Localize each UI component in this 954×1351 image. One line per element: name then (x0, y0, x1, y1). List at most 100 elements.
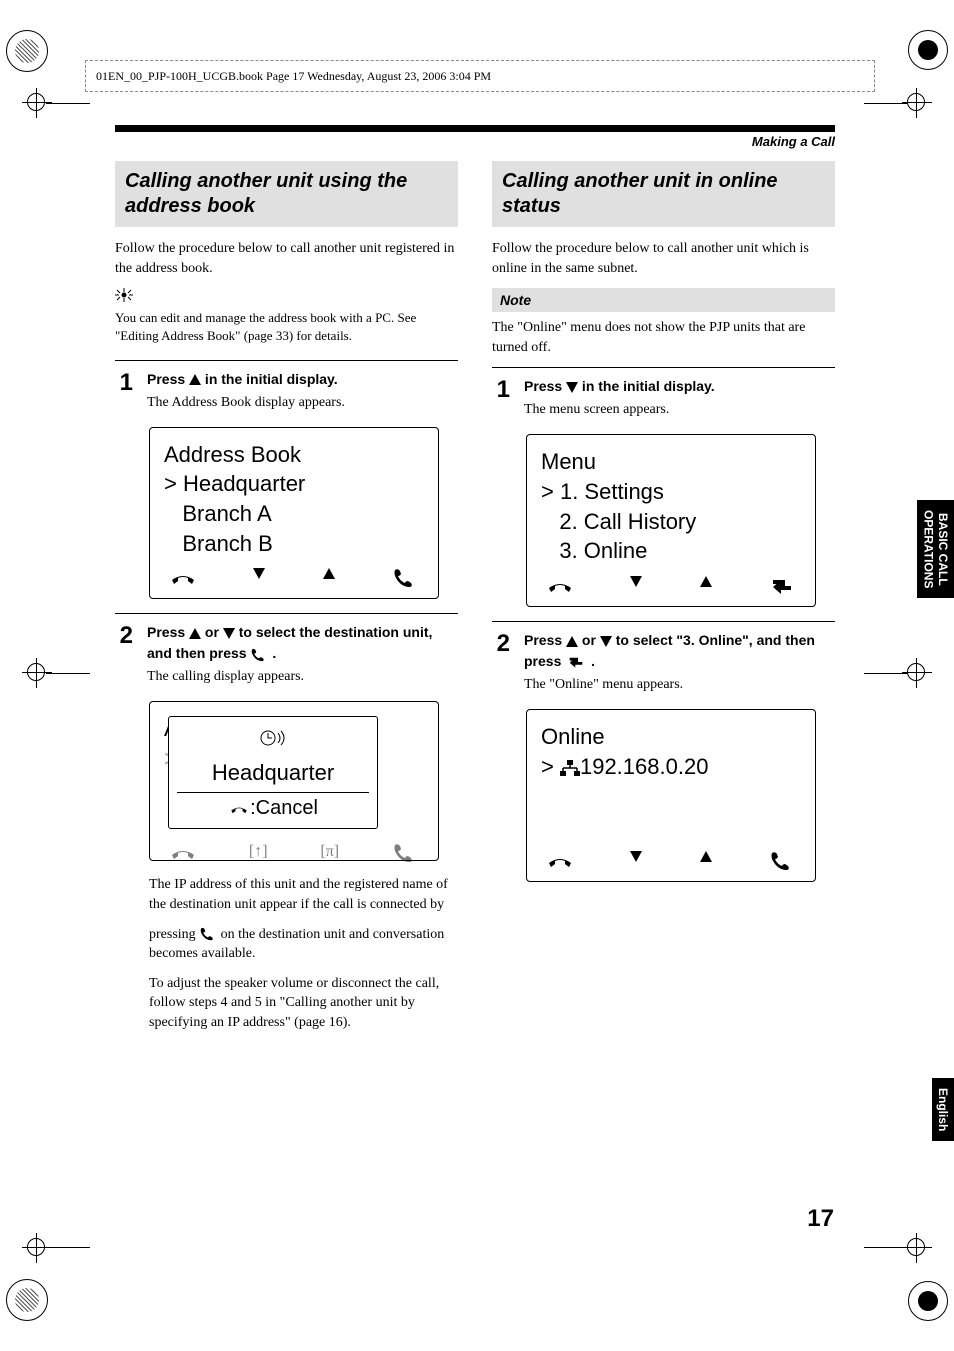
crop-mark (6, 1279, 48, 1321)
section-title-box: Calling another unit in online status (492, 161, 835, 227)
left-column: Calling another unit using the address b… (115, 161, 458, 1042)
lcd-line: Branch B (164, 529, 424, 559)
up-icon (700, 576, 712, 587)
phone-icon (392, 843, 418, 863)
phone-icon (199, 927, 217, 941)
crop-line (864, 1247, 908, 1248)
reg-mark (22, 1233, 52, 1263)
step-number: 2 (115, 622, 133, 687)
step-1: 1 Press in the initial display. The Addr… (115, 369, 458, 413)
lcd-icon-row (541, 576, 801, 596)
section-label: Making a Call (115, 134, 835, 149)
down-icon (223, 628, 235, 639)
step-sub: The Address Book display appears. (147, 392, 458, 413)
down-icon (600, 636, 612, 647)
tip-text: You can edit and manage the address book… (115, 309, 458, 345)
crop-line (46, 103, 90, 104)
crop-mark (6, 30, 48, 72)
reg-mark (902, 1233, 932, 1263)
step-number: 1 (492, 376, 510, 420)
hangup-icon (228, 802, 250, 816)
page-number: 17 (807, 1205, 834, 1233)
para: To adjust the speaker volume or disconne… (149, 974, 458, 1033)
crop-mark (908, 30, 948, 70)
lcd-line: Menu (541, 447, 801, 477)
section-title: Calling another unit using the address b… (125, 169, 448, 219)
up-icon (189, 374, 201, 385)
step-heading: Press in the initial display. (147, 369, 458, 390)
lcd-line (541, 782, 801, 812)
up-icon (566, 636, 578, 647)
down-icon (630, 576, 642, 587)
enter-icon (769, 576, 795, 596)
lcd-icon-row (541, 851, 801, 871)
para: The IP address of this unit and the regi… (149, 875, 458, 914)
step-heading: Press or to select "3. Online", and then… (524, 630, 835, 672)
intro-text: Follow the procedure below to call anoth… (492, 239, 835, 278)
step-sub: The calling display appears. (147, 666, 458, 687)
lcd-display-1: Menu > 1. Settings 2. Call History 3. On… (526, 434, 816, 607)
lcd-line: > 192.168.0.20 (541, 752, 801, 782)
down-icon (253, 568, 265, 579)
side-tab-section: BASIC CALL OPERATIONS (917, 500, 954, 598)
side-tab-language: English (932, 1078, 954, 1141)
network-icon (560, 760, 580, 776)
page-header-frame: 01EN_00_PJP-100H_UCGB.book Page 17 Wedne… (85, 60, 875, 92)
step-sub: The "Online" menu appears. (524, 674, 835, 695)
note-text: The "Online" menu does not show the PJP … (492, 318, 835, 357)
lcd-line: 2. Call History (541, 507, 801, 537)
step-1: 1 Press in the initial display. The menu… (492, 376, 835, 420)
calling-icon (258, 727, 288, 749)
step-number: 1 (115, 369, 133, 413)
popup-cancel: :Cancel (177, 792, 369, 820)
phone-icon (250, 648, 268, 662)
section-title: Calling another unit in online status (502, 169, 825, 219)
lcd-line (541, 811, 801, 841)
section-title-box: Calling another unit using the address b… (115, 161, 458, 227)
step-sub: The menu screen appears. (524, 399, 835, 420)
right-column: Calling another unit in online status Fo… (492, 161, 835, 1042)
down-icon (630, 851, 642, 862)
lcd-line: Address Book (164, 440, 424, 470)
note-label: Note (492, 288, 835, 312)
lcd-icon-row: [↑] [π] (164, 843, 424, 863)
enter-icon (565, 655, 587, 669)
page-content: Making a Call Calling another unit using… (115, 125, 835, 1042)
tip-icon (115, 288, 458, 307)
lcd-display-2: Online > 192.168.0.20 (526, 709, 816, 882)
up-icon (189, 628, 201, 639)
calling-popup: Headquarter :Cancel (168, 716, 378, 829)
phone-icon (392, 568, 418, 588)
hangup-icon (170, 568, 196, 588)
header-bar (115, 125, 835, 132)
intro-text: Follow the procedure below to call anoth… (115, 239, 458, 278)
step-2: 2 Press or to select the destination uni… (115, 622, 458, 687)
lcd-display-1: Address Book > Headquarter Branch A Bran… (149, 427, 439, 600)
lcd-line: 3. Online (541, 536, 801, 566)
step-heading: Press in the initial display. (524, 376, 835, 397)
crop-line (46, 673, 90, 674)
hangup-icon (170, 843, 196, 863)
lcd-line: Online (541, 722, 801, 752)
popup-name: Headquarter (177, 760, 369, 786)
lcd-icon-row (164, 568, 424, 588)
hangup-icon (547, 576, 573, 596)
hangup-icon (547, 851, 573, 871)
down-icon (566, 382, 578, 393)
up-icon (700, 851, 712, 862)
lcd-line: Branch A (164, 499, 424, 529)
lcd-line: > 1. Settings (541, 477, 801, 507)
step-number: 2 (492, 630, 510, 695)
lcd-display-2: Address Book > H E E [↑] [π] Headquarter… (149, 701, 439, 861)
crop-line (864, 103, 908, 104)
lcd-line: > Headquarter (164, 469, 424, 499)
step-heading: Press or to select the destination unit,… (147, 622, 458, 664)
header-path: 01EN_00_PJP-100H_UCGB.book Page 17 Wedne… (96, 69, 491, 83)
up-icon (323, 568, 335, 579)
phone-icon (769, 851, 795, 871)
crop-mark (908, 1281, 948, 1321)
para: pressing on the destination unit and con… (149, 925, 458, 964)
crop-line (864, 673, 908, 674)
step-2: 2 Press or to select "3. Online", and th… (492, 630, 835, 695)
crop-line (46, 1247, 90, 1248)
